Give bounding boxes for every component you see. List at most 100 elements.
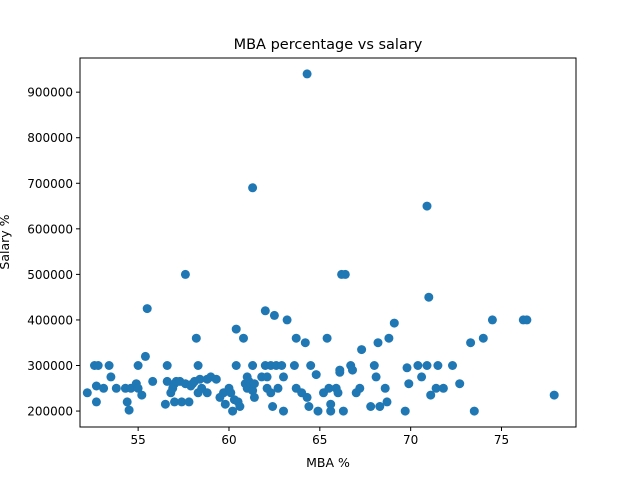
data-point [322, 333, 332, 343]
data-point [82, 388, 92, 398]
x-axis-label: MBA % [306, 455, 350, 470]
x-tick-label: 65 [312, 433, 327, 447]
data-point [137, 390, 147, 400]
data-point [302, 69, 312, 79]
y-tick-label: 800000 [27, 131, 73, 145]
data-point [357, 345, 367, 355]
data-point [438, 383, 448, 393]
data-point [380, 383, 390, 393]
data-point [193, 361, 203, 370]
y-axis-label: Salary % [0, 214, 12, 269]
y-tick-label: 600000 [27, 222, 73, 236]
data-point [184, 397, 194, 407]
data-point [162, 361, 172, 370]
data-point [422, 201, 432, 211]
data-point [369, 361, 379, 370]
data-point [389, 318, 399, 328]
data-point [291, 333, 301, 343]
data-point [289, 361, 299, 370]
data-point [260, 306, 270, 316]
data-point [91, 381, 101, 391]
data-point [273, 383, 283, 393]
data-point [231, 324, 241, 334]
data-point [400, 406, 410, 416]
data-point [148, 376, 158, 386]
x-tick-label: 70 [403, 433, 418, 447]
data-point [279, 372, 288, 382]
x-tick-label: 55 [130, 433, 145, 447]
data-point [522, 315, 532, 325]
data-point [375, 402, 385, 411]
data-point [249, 392, 259, 402]
data-point [228, 406, 238, 416]
data-point [268, 402, 278, 411]
data-point [170, 397, 179, 407]
data-point [239, 333, 248, 343]
data-point [91, 397, 101, 407]
data-point [384, 333, 394, 343]
data-point [231, 361, 241, 370]
data-point [313, 406, 323, 416]
y-tick-label: 900000 [27, 86, 73, 100]
data-point [133, 361, 143, 370]
data-point [448, 361, 457, 370]
x-tick-label: 60 [221, 433, 236, 447]
data-point [133, 383, 143, 393]
data-point [422, 361, 432, 370]
data-point [348, 365, 357, 375]
data-point [304, 402, 314, 411]
chart-title: MBA percentage vs salary [234, 37, 423, 53]
data-point [266, 388, 276, 398]
data-point [433, 361, 443, 370]
data-point [300, 338, 310, 348]
data-point [466, 338, 476, 348]
data-point [220, 399, 230, 409]
y-tick-label: 700000 [27, 177, 73, 191]
data-point [104, 361, 114, 370]
data-point [124, 405, 134, 415]
data-point [248, 183, 258, 193]
data-point [302, 392, 312, 402]
data-point [162, 376, 172, 386]
data-point [371, 372, 381, 382]
data-point [478, 333, 488, 343]
data-point [277, 361, 287, 370]
data-point [366, 402, 376, 411]
y-tick-label: 400000 [27, 313, 73, 327]
y-tick-label: 200000 [27, 405, 73, 419]
data-point [248, 361, 258, 370]
data-point [455, 379, 465, 389]
data-point [235, 402, 245, 411]
y-tick-label: 500000 [27, 268, 73, 282]
data-point [324, 383, 334, 393]
data-point [549, 390, 559, 400]
data-point [279, 406, 288, 416]
y-axis: 200000 300000 400000 500000 600000 700000 8000… [27, 86, 80, 419]
data-point [355, 383, 365, 393]
y-tick-label: 300000 [27, 359, 73, 373]
x-tick-label: 75 [494, 433, 509, 447]
data-point [404, 379, 414, 389]
data-point [202, 388, 212, 398]
data-point [340, 269, 350, 279]
data-point [417, 372, 427, 382]
data-point [111, 383, 121, 393]
data-point [160, 399, 170, 409]
data-point [140, 351, 150, 361]
data-point [191, 333, 201, 343]
data-point [431, 383, 441, 393]
data-point [413, 361, 423, 370]
data-point [106, 372, 116, 382]
data-point [248, 386, 258, 396]
data-point [262, 372, 272, 382]
data-point [382, 397, 392, 407]
data-point [249, 379, 259, 389]
plot-frame [79, 57, 577, 428]
data-point [333, 388, 343, 398]
data-point [306, 361, 316, 370]
data-point [326, 399, 336, 409]
data-point [99, 383, 109, 393]
data-point [402, 363, 412, 373]
